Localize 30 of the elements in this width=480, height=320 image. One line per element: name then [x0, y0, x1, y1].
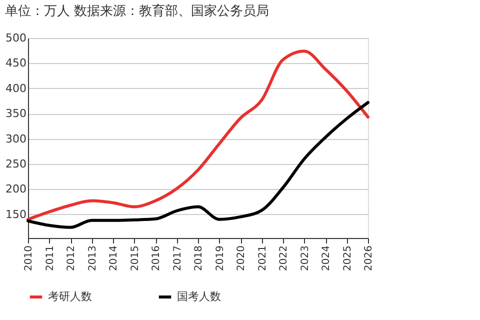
- x-tick-label: 2013: [87, 246, 98, 271]
- x-tick-label: 2012: [66, 246, 77, 271]
- x-tick-label: 2022: [278, 246, 290, 271]
- line-series: [26, 50, 370, 221]
- y-tick-label: 250: [6, 157, 26, 170]
- chart-title: 单位：万人 数据来源：教育部、国家公务员局: [5, 3, 270, 19]
- legend-label: 考研人数: [48, 290, 92, 303]
- y-tick-label: 450: [6, 56, 26, 70]
- x-tick-label: 2014: [108, 246, 120, 271]
- x-tick-label: 2024: [321, 246, 332, 271]
- y-tick-label: 200: [6, 182, 26, 196]
- y-tick-label: 500: [6, 32, 26, 44]
- x-tick-label: 2018: [194, 246, 204, 271]
- x-tick-label: 2017: [172, 246, 184, 271]
- x-tick-label: 2026: [364, 246, 374, 271]
- x-tick-label: 2010: [24, 246, 34, 271]
- x-tick-label: 2015: [130, 246, 141, 271]
- legend-label: 国考人数: [177, 290, 221, 303]
- y-tick-label: 150: [6, 208, 26, 221]
- x-tick-label: 2021: [257, 246, 268, 271]
- x-tick-label: 2023: [300, 246, 311, 271]
- y-tick-label: 300: [6, 132, 26, 146]
- line-series: [26, 100, 370, 229]
- y-tick-label: 400: [6, 82, 26, 95]
- x-tick-label: 2016: [151, 246, 162, 271]
- x-tick-label: 2019: [214, 246, 226, 271]
- x-tick-label: 2025: [342, 246, 354, 271]
- y-tick-label: 350: [6, 107, 26, 120]
- x-tick-label: 2011: [44, 246, 56, 271]
- x-tick-label: 2020: [236, 246, 247, 271]
